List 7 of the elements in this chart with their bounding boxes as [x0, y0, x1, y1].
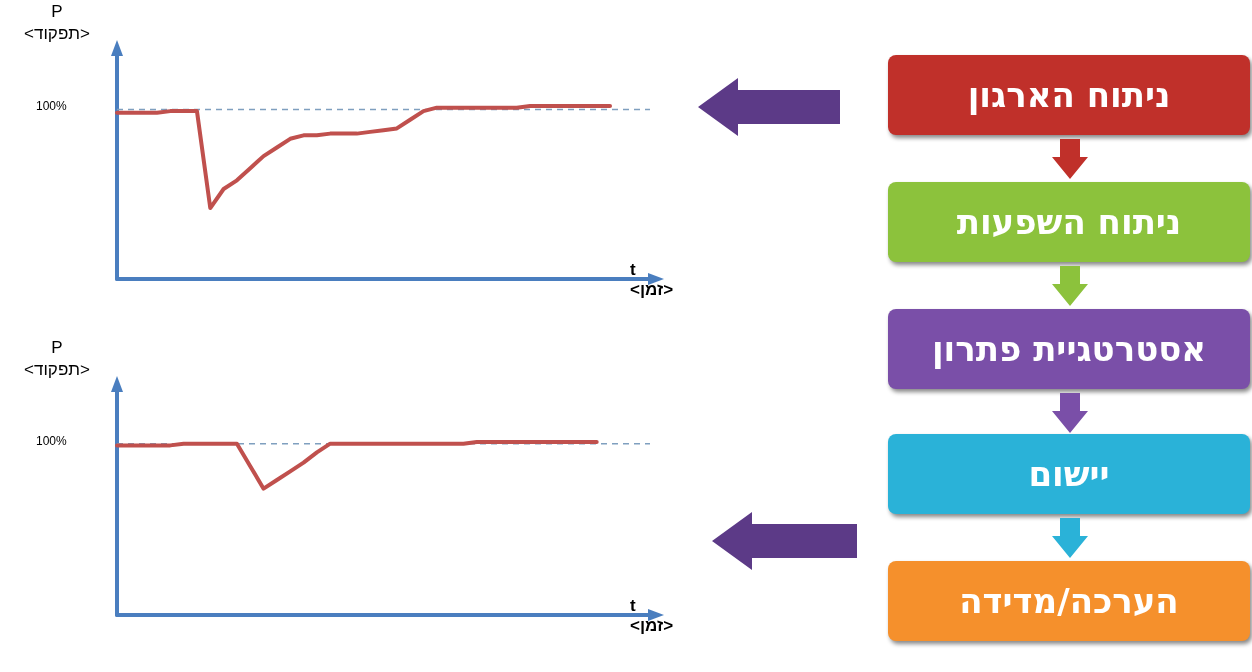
text: אסטרטגיית פתרון — [888, 309, 1250, 389]
text: 100% — [36, 433, 68, 448]
text: יישום — [888, 434, 1250, 514]
text: 100% — [36, 99, 68, 114]
text: הערכה/מדידה — [888, 561, 1250, 641]
text: ניתוח הארגון — [888, 55, 1250, 135]
text: ניתוח השפעות — [888, 182, 1250, 262]
